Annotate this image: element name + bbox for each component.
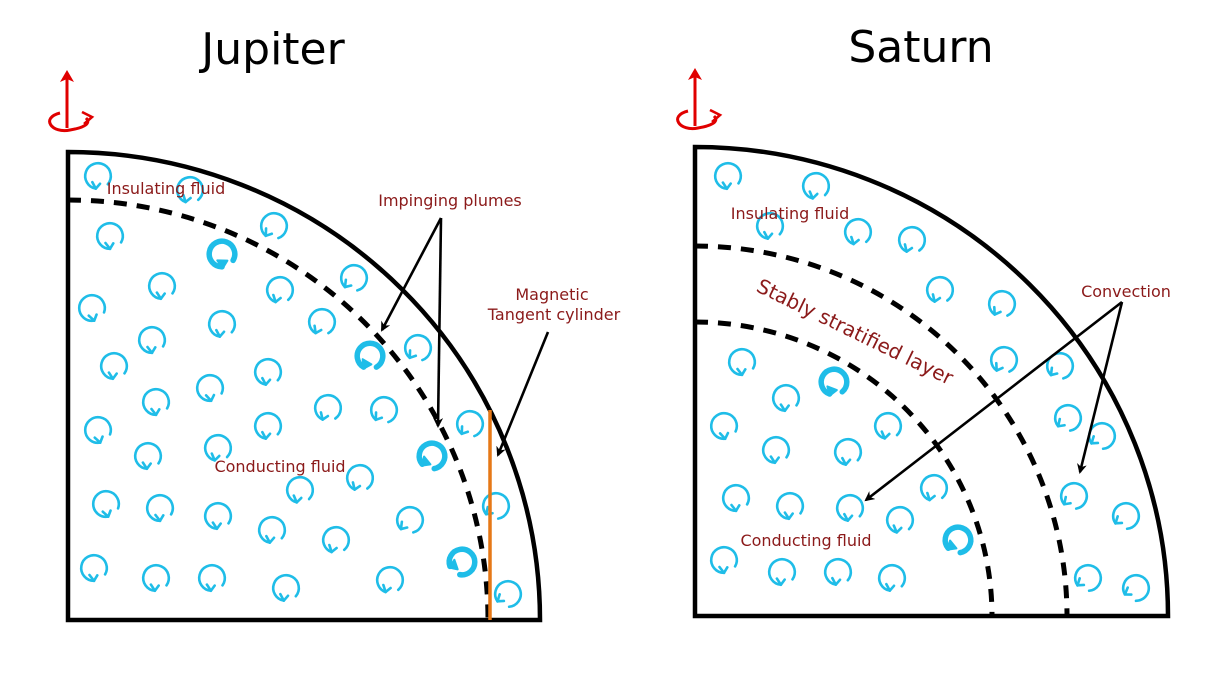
rotation-axis-icon xyxy=(676,68,723,131)
jupiter-panel: Jupiter Insulating fluid Conducting flui… xyxy=(48,24,621,623)
plume-swirl-icon xyxy=(205,237,240,272)
convection-swirl-icon xyxy=(250,408,286,443)
convection-swirl-icon xyxy=(86,484,125,523)
convection-swirl-icon xyxy=(268,570,304,605)
convection-swirl-icon xyxy=(193,559,230,595)
convection-swirl-icon xyxy=(986,288,1018,318)
magnetic-label: Magnetic xyxy=(515,285,588,304)
convection-swirl-icon xyxy=(312,392,344,422)
convection-swirl-icon xyxy=(204,306,240,341)
plume-arrow-2 xyxy=(433,217,444,428)
saturn-insulating-label: Insulating fluid xyxy=(731,204,850,223)
convection-swirl-icon xyxy=(254,512,290,547)
saturn-outer-boundary xyxy=(692,144,1171,619)
convection-swirl-icon xyxy=(307,307,337,335)
jupiter-outer-boundary xyxy=(65,149,543,623)
convection-swirl-icon xyxy=(832,490,868,525)
convection-swirl-icon xyxy=(830,434,866,469)
convection-swirl-icon xyxy=(250,354,286,389)
convection-swirl-icon xyxy=(757,431,794,467)
convection-swirl-icon xyxy=(723,343,760,380)
convection-swirl-icon xyxy=(717,479,754,516)
convection-swirl-icon xyxy=(988,344,1020,374)
tangent-cylinder-label: Tangent cylinder xyxy=(487,305,621,324)
plume-swirl-icon xyxy=(942,524,975,557)
convection-swirl-icon xyxy=(709,157,746,193)
convection-swirl-icon xyxy=(704,406,743,444)
tangent-cylinder-arrow xyxy=(496,331,550,457)
plume-arrow-1 xyxy=(380,217,443,332)
convection-swirl-icon xyxy=(799,169,833,202)
convection-swirl-icon xyxy=(337,261,371,294)
convection-swirl-icon xyxy=(393,503,427,536)
convection-swirl-icon xyxy=(133,321,170,358)
convection-swirl-icon xyxy=(490,575,527,611)
impinging-plumes-label: Impinging plumes xyxy=(378,191,522,210)
jupiter-title: Jupiter xyxy=(198,24,345,75)
convection-swirl-icon xyxy=(896,224,928,254)
convection-swirl-icon xyxy=(263,273,296,305)
convection-swirl-icon xyxy=(1108,497,1145,533)
convection-swirl-icon xyxy=(373,563,406,595)
jupiter-conducting-label: Conducting fluid xyxy=(214,457,345,476)
convection-swirl-icon xyxy=(1056,478,1092,513)
convection-swirl-icon xyxy=(478,488,514,523)
convection-swirl-icon xyxy=(917,471,950,503)
convection-swirl-icon xyxy=(143,267,180,303)
convection-swirl-icon xyxy=(874,560,910,595)
convection-label: Convection xyxy=(1081,282,1171,301)
saturn-stratified-inner-boundary xyxy=(694,319,995,617)
plume-swirl-icon xyxy=(444,544,480,580)
convection-swirl-icon xyxy=(705,541,742,578)
convection-swirl-icon xyxy=(883,503,917,536)
convection-swirl-icon xyxy=(72,288,111,327)
convection-swirl-icon xyxy=(141,489,178,526)
convection-arrow-2 xyxy=(1077,301,1124,474)
rotation-axis-icon xyxy=(48,70,95,133)
convection-swirl-icon xyxy=(258,209,291,241)
convection-swirl-icon xyxy=(771,487,808,523)
saturn-title: Saturn xyxy=(848,22,993,73)
convection-swirl-icon xyxy=(820,554,856,589)
convection-swirl-icon xyxy=(767,379,804,415)
jupiter-insulating-label: Insulating fluid xyxy=(107,179,226,198)
convection-swirl-icon xyxy=(1050,400,1086,435)
jupiter-inner-boundary xyxy=(67,197,491,621)
convection-swirl-icon xyxy=(137,383,174,420)
saturn-panel: Saturn Insulating fluid Stably stratifie… xyxy=(676,22,1171,619)
convection-swirl-icon xyxy=(283,473,317,506)
convection-swirl-icon xyxy=(75,549,112,586)
plume-swirl-icon xyxy=(357,343,383,368)
convection-swirl-icon xyxy=(402,331,435,363)
convection-swirl-icon xyxy=(95,347,132,383)
convection-swirl-icon xyxy=(924,274,956,304)
convection-arrow-1 xyxy=(864,300,1123,502)
convection-swirl-icon xyxy=(319,523,352,555)
convection-swirl-icon xyxy=(137,559,174,595)
convection-swirl-icon xyxy=(763,553,800,589)
convection-swirl-icon xyxy=(1070,559,1107,595)
convection-swirl-icon xyxy=(871,409,905,442)
convection-swirl-icon xyxy=(78,410,117,449)
convection-swirl-icon xyxy=(91,217,128,254)
saturn-conducting-label: Conducting fluid xyxy=(740,531,871,550)
plume-swirl-icon xyxy=(416,440,449,473)
convection-swirl-icon xyxy=(368,393,401,425)
plume-swirl-icon xyxy=(819,367,849,396)
convection-swirl-icon xyxy=(454,407,487,439)
convection-swirl-icon xyxy=(199,497,236,533)
convection-swirl-icon xyxy=(129,437,166,473)
jupiter-convection-swirls xyxy=(72,158,527,611)
convection-swirl-icon xyxy=(190,368,229,406)
convection-swirl-icon xyxy=(1118,569,1155,606)
convection-swirl-icon xyxy=(344,462,376,492)
convection-swirl-icon xyxy=(1043,349,1077,382)
